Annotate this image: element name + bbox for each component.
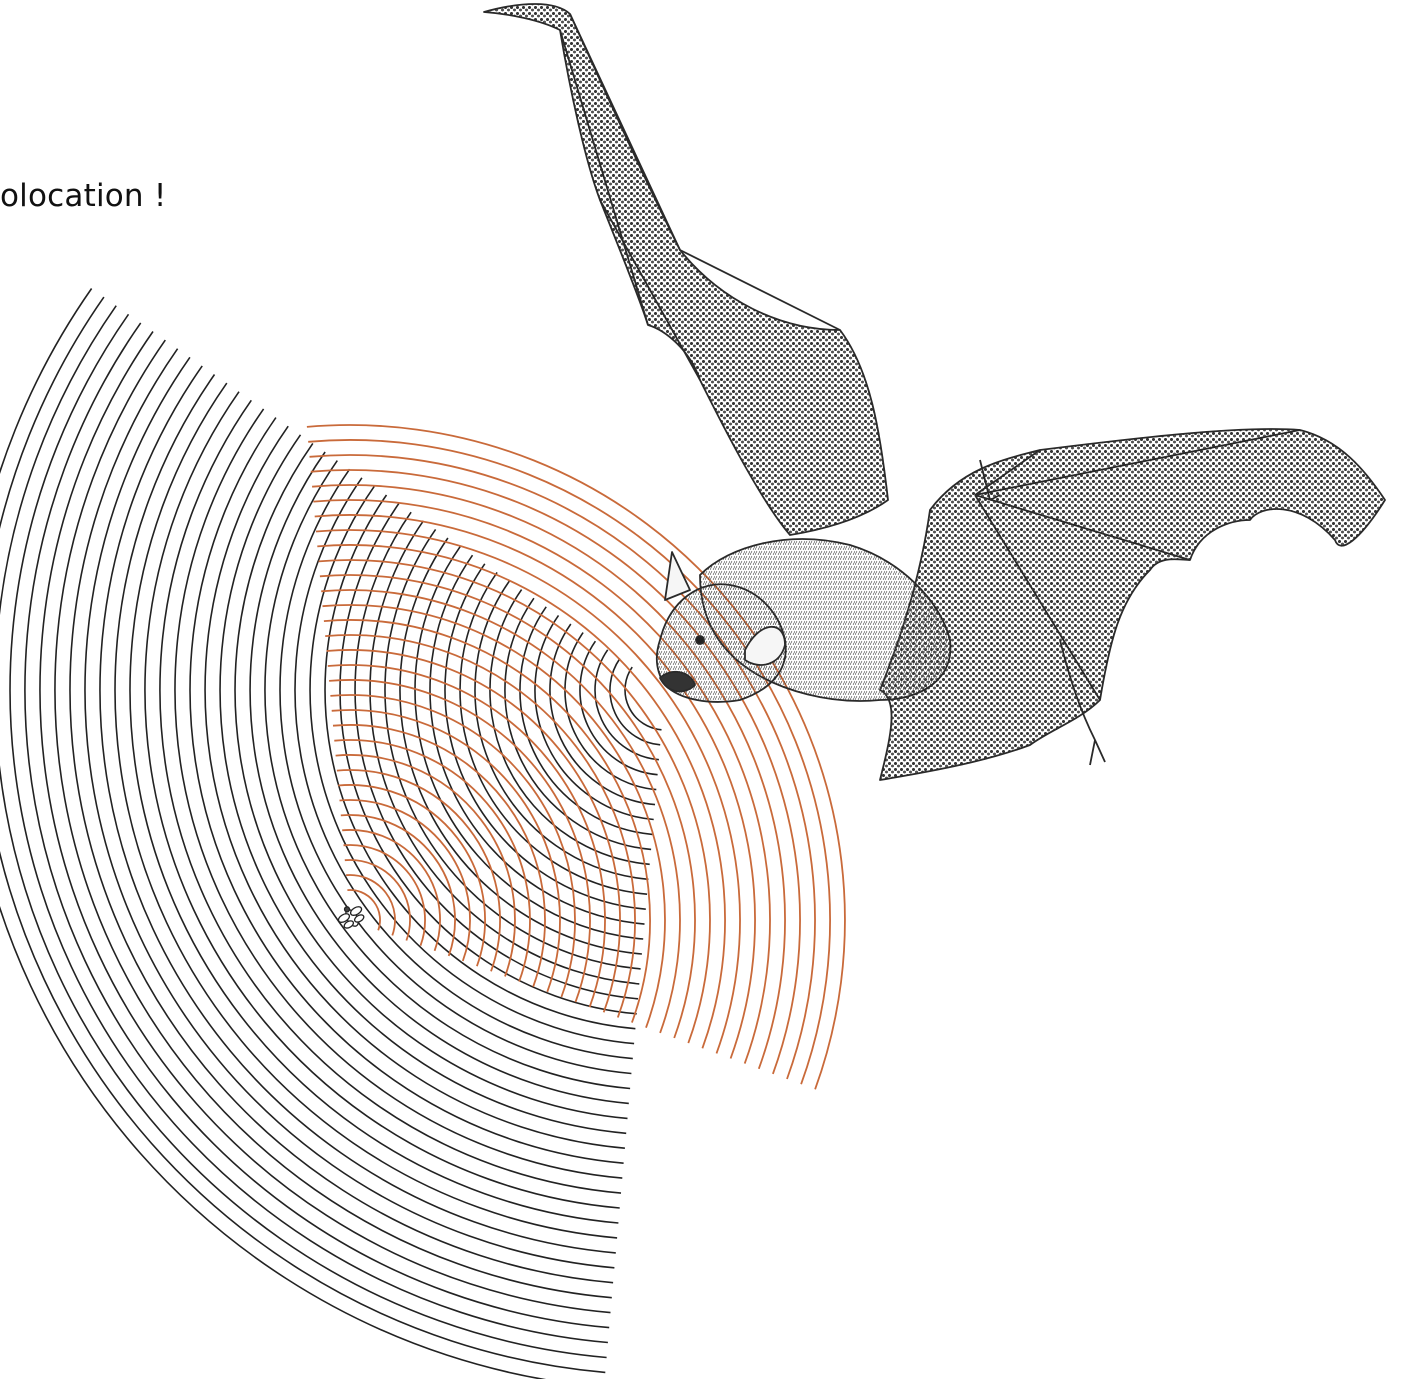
echo-wave-arc (334, 739, 531, 982)
echo-wave-arc (319, 574, 696, 1039)
outgoing-wave-arc (399, 537, 642, 955)
echo-wave-arc (344, 859, 411, 941)
echo-wave-arc (318, 559, 711, 1044)
outgoing-wave-arc (279, 468, 632, 1075)
echo-wave-arc (339, 799, 471, 962)
outgoing-wave-arc (189, 417, 624, 1164)
echo-wave-arc (326, 649, 621, 1013)
outgoing-wave-arc (84, 356, 615, 1269)
echo-wave-arc (317, 544, 726, 1049)
echo-wave-arc (335, 754, 516, 977)
echo-wave-arc (343, 844, 426, 947)
outgoing-wave-arc (369, 520, 640, 985)
outgoing-sound-waves (0, 288, 662, 1379)
outgoing-wave-arc (24, 322, 610, 1329)
outgoing-wave-arc (549, 623, 656, 806)
echo-sound-waves (306, 424, 846, 1090)
outgoing-wave-arc (474, 580, 649, 881)
outgoing-wave-arc (0, 305, 607, 1359)
outgoing-wave-arc (54, 339, 612, 1299)
outgoing-wave-arc (249, 451, 629, 1105)
outgoing-wave-arc (204, 425, 625, 1149)
echo-wave-arc (323, 619, 651, 1023)
outgoing-wave-arc (309, 485, 635, 1045)
bat-icon (483, 3, 1386, 781)
outgoing-wave-arc (174, 408, 623, 1179)
outgoing-wave-arc (339, 503, 637, 1015)
bat-ear (744, 625, 786, 666)
slide-caption: olocation ! (0, 178, 167, 214)
echo-wave-arc (347, 889, 381, 931)
bat-right-wing (879, 428, 1386, 781)
echo-wave-arc (321, 589, 681, 1034)
echo-wave-arc (315, 529, 741, 1054)
echo-wave-arc (329, 679, 591, 1003)
outgoing-wave-arc (579, 640, 658, 776)
outgoing-wave-arc (294, 477, 633, 1060)
echo-wave-arc (309, 454, 816, 1080)
outgoing-wave-arc (414, 546, 644, 940)
echo-wave-arc (338, 784, 486, 967)
outgoing-wave-arc (219, 434, 627, 1135)
outgoing-wave-arc (99, 365, 616, 1254)
echo-wave-arc (327, 664, 606, 1008)
echo-wave-arc (346, 874, 396, 936)
outgoing-wave-arc (519, 606, 653, 836)
outgoing-wave-arc (0, 288, 547, 1379)
echo-wave-arc (342, 829, 441, 952)
echo-wave-arc (330, 694, 576, 998)
outgoing-wave-arc (324, 494, 636, 1030)
echo-wave-arc (336, 769, 501, 972)
outgoing-wave-arc (39, 331, 611, 1314)
outgoing-wave-arc (489, 589, 650, 866)
echo-wave-arc (322, 604, 666, 1029)
echo-wave-arc (325, 634, 636, 1018)
outgoing-wave-arc (69, 348, 614, 1284)
echo-wave-arc (340, 814, 456, 957)
outgoing-wave-arc (159, 399, 622, 1194)
bat-ear (664, 551, 691, 601)
outgoing-wave-arc (564, 632, 657, 791)
outgoing-wave-arc (354, 511, 639, 1000)
outgoing-wave-arc (129, 382, 619, 1224)
outgoing-wave-arc (234, 442, 628, 1120)
bat-upper-wing (483, 3, 889, 536)
outgoing-wave-arc (114, 374, 618, 1239)
outgoing-wave-arc (504, 597, 652, 851)
outgoing-wave-arc (594, 649, 659, 761)
outgoing-wave-arc (264, 460, 631, 1090)
outgoing-wave-arc (0, 296, 606, 1374)
outgoing-wave-arc (144, 391, 620, 1209)
outgoing-wave-arc (9, 313, 608, 1344)
echo-wave-arc (332, 724, 546, 988)
echo-wave-arc (331, 709, 561, 993)
outgoing-wave-arc (624, 666, 662, 731)
insect-icon (337, 906, 365, 929)
